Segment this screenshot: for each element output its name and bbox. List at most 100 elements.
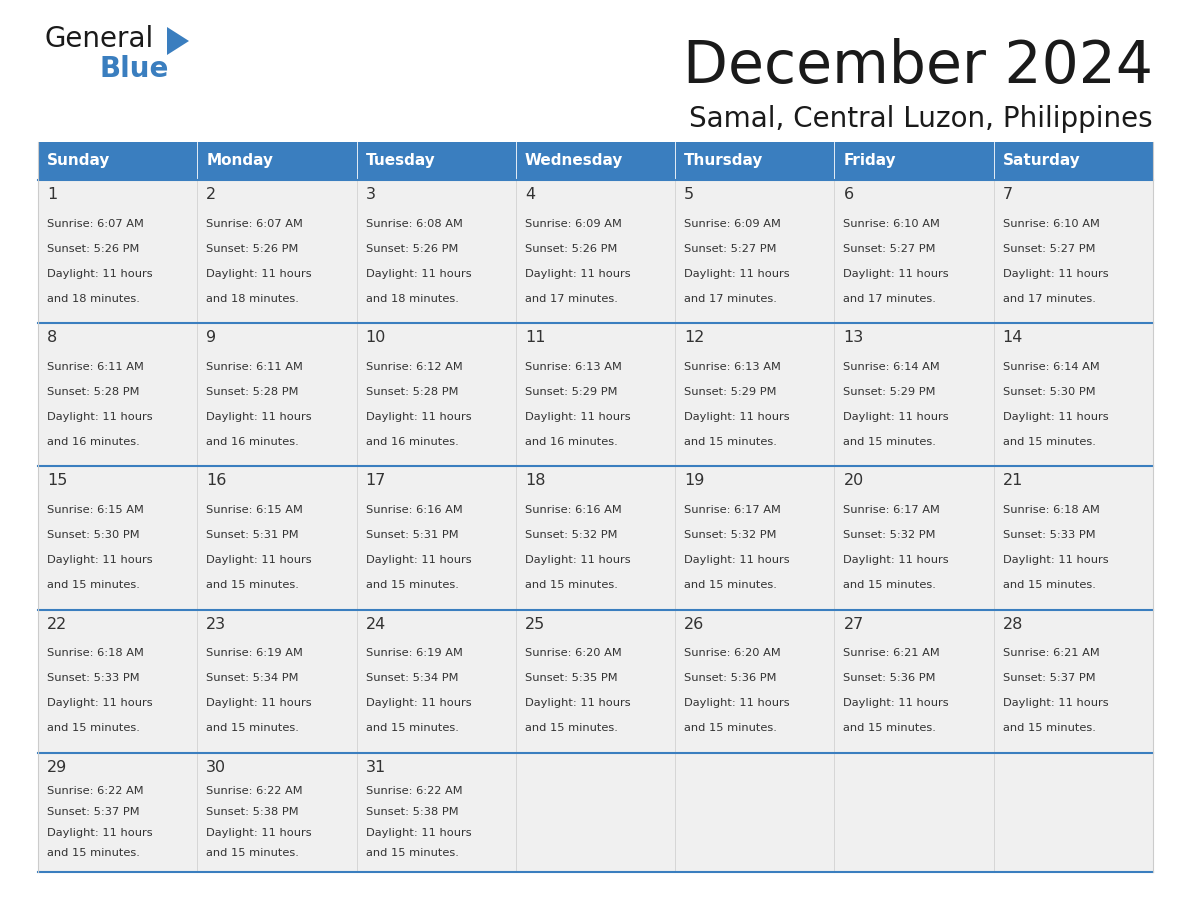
Text: Sunrise: 6:22 AM: Sunrise: 6:22 AM bbox=[366, 786, 462, 796]
Text: 19: 19 bbox=[684, 474, 704, 488]
Text: and 18 minutes.: and 18 minutes. bbox=[48, 294, 140, 304]
Bar bbox=[38, 180, 197, 323]
Text: Sunset: 5:31 PM: Sunset: 5:31 PM bbox=[366, 530, 459, 540]
Text: and 15 minutes.: and 15 minutes. bbox=[684, 580, 777, 590]
Text: and 15 minutes.: and 15 minutes. bbox=[207, 580, 299, 590]
Text: Daylight: 11 hours: Daylight: 11 hours bbox=[843, 699, 949, 708]
Text: and 17 minutes.: and 17 minutes. bbox=[843, 294, 936, 304]
Text: and 15 minutes.: and 15 minutes. bbox=[48, 580, 140, 590]
Text: 18: 18 bbox=[525, 474, 545, 488]
Text: Sunset: 5:31 PM: Sunset: 5:31 PM bbox=[207, 530, 299, 540]
Text: and 15 minutes.: and 15 minutes. bbox=[843, 580, 936, 590]
Text: Daylight: 11 hours: Daylight: 11 hours bbox=[48, 699, 152, 708]
Text: and 15 minutes.: and 15 minutes. bbox=[843, 723, 936, 733]
Text: 4: 4 bbox=[525, 187, 535, 202]
Text: Sunset: 5:38 PM: Sunset: 5:38 PM bbox=[207, 807, 299, 817]
Text: Sunrise: 6:17 AM: Sunrise: 6:17 AM bbox=[843, 505, 941, 515]
Bar bbox=[38, 142, 197, 180]
Text: Wednesday: Wednesday bbox=[525, 153, 624, 169]
Text: Sunrise: 6:10 AM: Sunrise: 6:10 AM bbox=[1003, 218, 1100, 229]
Text: 5: 5 bbox=[684, 187, 694, 202]
Bar bbox=[38, 753, 197, 872]
Text: 16: 16 bbox=[207, 474, 227, 488]
Text: Sunset: 5:36 PM: Sunset: 5:36 PM bbox=[843, 673, 936, 683]
Text: 26: 26 bbox=[684, 617, 704, 632]
Text: 22: 22 bbox=[48, 617, 68, 632]
Text: Sunset: 5:34 PM: Sunset: 5:34 PM bbox=[207, 673, 299, 683]
Text: Sunrise: 6:14 AM: Sunrise: 6:14 AM bbox=[1003, 362, 1099, 372]
Bar bbox=[38, 323, 197, 466]
Text: Sunset: 5:29 PM: Sunset: 5:29 PM bbox=[525, 386, 618, 397]
Text: Sunrise: 6:13 AM: Sunrise: 6:13 AM bbox=[684, 362, 781, 372]
Bar bbox=[675, 466, 834, 610]
Text: 6: 6 bbox=[843, 187, 853, 202]
Text: Daylight: 11 hours: Daylight: 11 hours bbox=[207, 699, 312, 708]
Text: Sunrise: 6:21 AM: Sunrise: 6:21 AM bbox=[843, 648, 940, 658]
Text: Daylight: 11 hours: Daylight: 11 hours bbox=[525, 555, 631, 565]
Text: Daylight: 11 hours: Daylight: 11 hours bbox=[684, 555, 790, 565]
Text: Daylight: 11 hours: Daylight: 11 hours bbox=[48, 269, 152, 279]
Text: and 17 minutes.: and 17 minutes. bbox=[684, 294, 777, 304]
Text: Daylight: 11 hours: Daylight: 11 hours bbox=[684, 412, 790, 422]
Text: 29: 29 bbox=[48, 760, 68, 775]
Bar bbox=[516, 323, 675, 466]
Bar bbox=[834, 142, 993, 180]
Bar bbox=[516, 466, 675, 610]
Text: Sunset: 5:28 PM: Sunset: 5:28 PM bbox=[48, 386, 139, 397]
Text: Daylight: 11 hours: Daylight: 11 hours bbox=[366, 269, 472, 279]
Text: Daylight: 11 hours: Daylight: 11 hours bbox=[366, 699, 472, 708]
Bar bbox=[197, 753, 356, 872]
Text: 13: 13 bbox=[843, 330, 864, 345]
Text: Sunrise: 6:18 AM: Sunrise: 6:18 AM bbox=[48, 648, 144, 658]
Text: Daylight: 11 hours: Daylight: 11 hours bbox=[843, 555, 949, 565]
Text: Sunrise: 6:20 AM: Sunrise: 6:20 AM bbox=[525, 648, 621, 658]
Bar bbox=[516, 180, 675, 323]
Text: Sunrise: 6:17 AM: Sunrise: 6:17 AM bbox=[684, 505, 781, 515]
Text: Sunrise: 6:22 AM: Sunrise: 6:22 AM bbox=[207, 786, 303, 796]
Text: Sunset: 5:33 PM: Sunset: 5:33 PM bbox=[1003, 530, 1095, 540]
Text: and 15 minutes.: and 15 minutes. bbox=[1003, 437, 1095, 447]
Text: 25: 25 bbox=[525, 617, 545, 632]
Bar bbox=[197, 142, 356, 180]
Text: Daylight: 11 hours: Daylight: 11 hours bbox=[525, 269, 631, 279]
Text: December 2024: December 2024 bbox=[683, 38, 1154, 95]
Text: Sunset: 5:37 PM: Sunset: 5:37 PM bbox=[1003, 673, 1095, 683]
Text: Sunset: 5:30 PM: Sunset: 5:30 PM bbox=[1003, 386, 1095, 397]
Text: Sunrise: 6:18 AM: Sunrise: 6:18 AM bbox=[1003, 505, 1100, 515]
Bar bbox=[356, 753, 516, 872]
Bar bbox=[834, 753, 993, 872]
Bar bbox=[993, 466, 1154, 610]
Text: and 15 minutes.: and 15 minutes. bbox=[525, 723, 618, 733]
Text: 23: 23 bbox=[207, 617, 227, 632]
Text: and 15 minutes.: and 15 minutes. bbox=[207, 848, 299, 858]
Text: Sunset: 5:32 PM: Sunset: 5:32 PM bbox=[843, 530, 936, 540]
Text: Sunset: 5:36 PM: Sunset: 5:36 PM bbox=[684, 673, 777, 683]
Text: Sunrise: 6:07 AM: Sunrise: 6:07 AM bbox=[48, 218, 144, 229]
Text: Sunrise: 6:09 AM: Sunrise: 6:09 AM bbox=[525, 218, 621, 229]
Text: and 15 minutes.: and 15 minutes. bbox=[48, 848, 140, 858]
Text: Sunday: Sunday bbox=[48, 153, 110, 169]
Bar bbox=[993, 142, 1154, 180]
Text: 31: 31 bbox=[366, 760, 386, 775]
Bar bbox=[675, 753, 834, 872]
Text: Daylight: 11 hours: Daylight: 11 hours bbox=[366, 412, 472, 422]
Text: Sunset: 5:28 PM: Sunset: 5:28 PM bbox=[366, 386, 459, 397]
Bar bbox=[38, 610, 197, 753]
Text: Sunrise: 6:15 AM: Sunrise: 6:15 AM bbox=[48, 505, 144, 515]
Text: Daylight: 11 hours: Daylight: 11 hours bbox=[207, 269, 312, 279]
Text: Sunset: 5:27 PM: Sunset: 5:27 PM bbox=[843, 243, 936, 253]
Text: Sunset: 5:26 PM: Sunset: 5:26 PM bbox=[48, 243, 139, 253]
Text: Daylight: 11 hours: Daylight: 11 hours bbox=[366, 555, 472, 565]
Text: and 16 minutes.: and 16 minutes. bbox=[366, 437, 459, 447]
Text: Sunrise: 6:12 AM: Sunrise: 6:12 AM bbox=[366, 362, 462, 372]
Text: and 15 minutes.: and 15 minutes. bbox=[366, 580, 459, 590]
Polygon shape bbox=[168, 27, 189, 55]
Bar bbox=[993, 323, 1154, 466]
Text: and 15 minutes.: and 15 minutes. bbox=[207, 723, 299, 733]
Text: Sunset: 5:26 PM: Sunset: 5:26 PM bbox=[207, 243, 298, 253]
Text: Sunrise: 6:19 AM: Sunrise: 6:19 AM bbox=[207, 648, 303, 658]
Text: and 18 minutes.: and 18 minutes. bbox=[366, 294, 459, 304]
Text: and 17 minutes.: and 17 minutes. bbox=[525, 294, 618, 304]
Bar bbox=[197, 466, 356, 610]
Text: 24: 24 bbox=[366, 617, 386, 632]
